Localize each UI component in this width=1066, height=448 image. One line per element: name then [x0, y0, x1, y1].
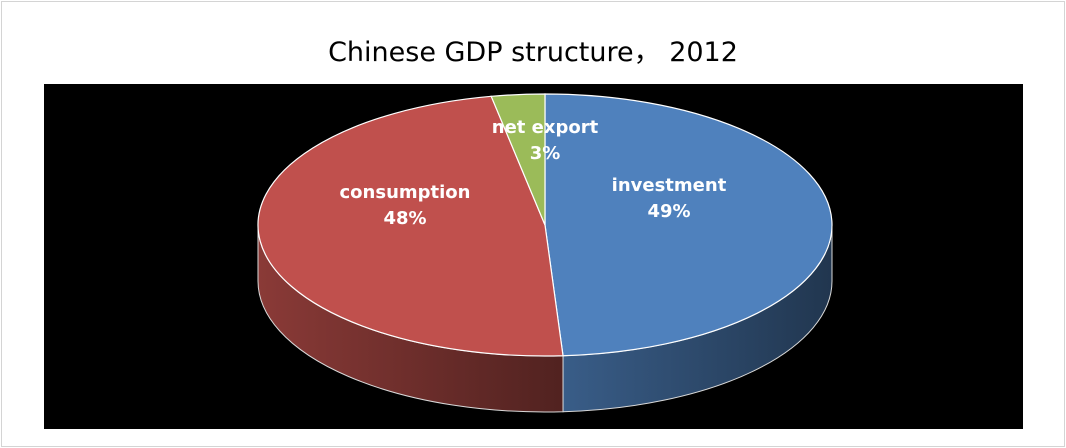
slice-label-investment: investment [612, 175, 727, 196]
slice-value-consumption: 48% [383, 208, 426, 229]
slice-label-net-export: net export [492, 117, 599, 138]
slice-value-investment: 49% [647, 201, 690, 222]
pie-slice-consumption [257, 95, 564, 357]
pie-labels: investment 49% consumption 48% net export 3% [340, 117, 727, 229]
pie-tops [257, 93, 833, 357]
chart-title: Chinese GDP structure， 2012 [328, 37, 738, 68]
slice-label-consumption: consumption [340, 182, 471, 203]
pie-slice-investment [544, 93, 833, 357]
pie-slice-net-export [490, 93, 546, 226]
slice-value-net-export: 3% [530, 143, 561, 164]
